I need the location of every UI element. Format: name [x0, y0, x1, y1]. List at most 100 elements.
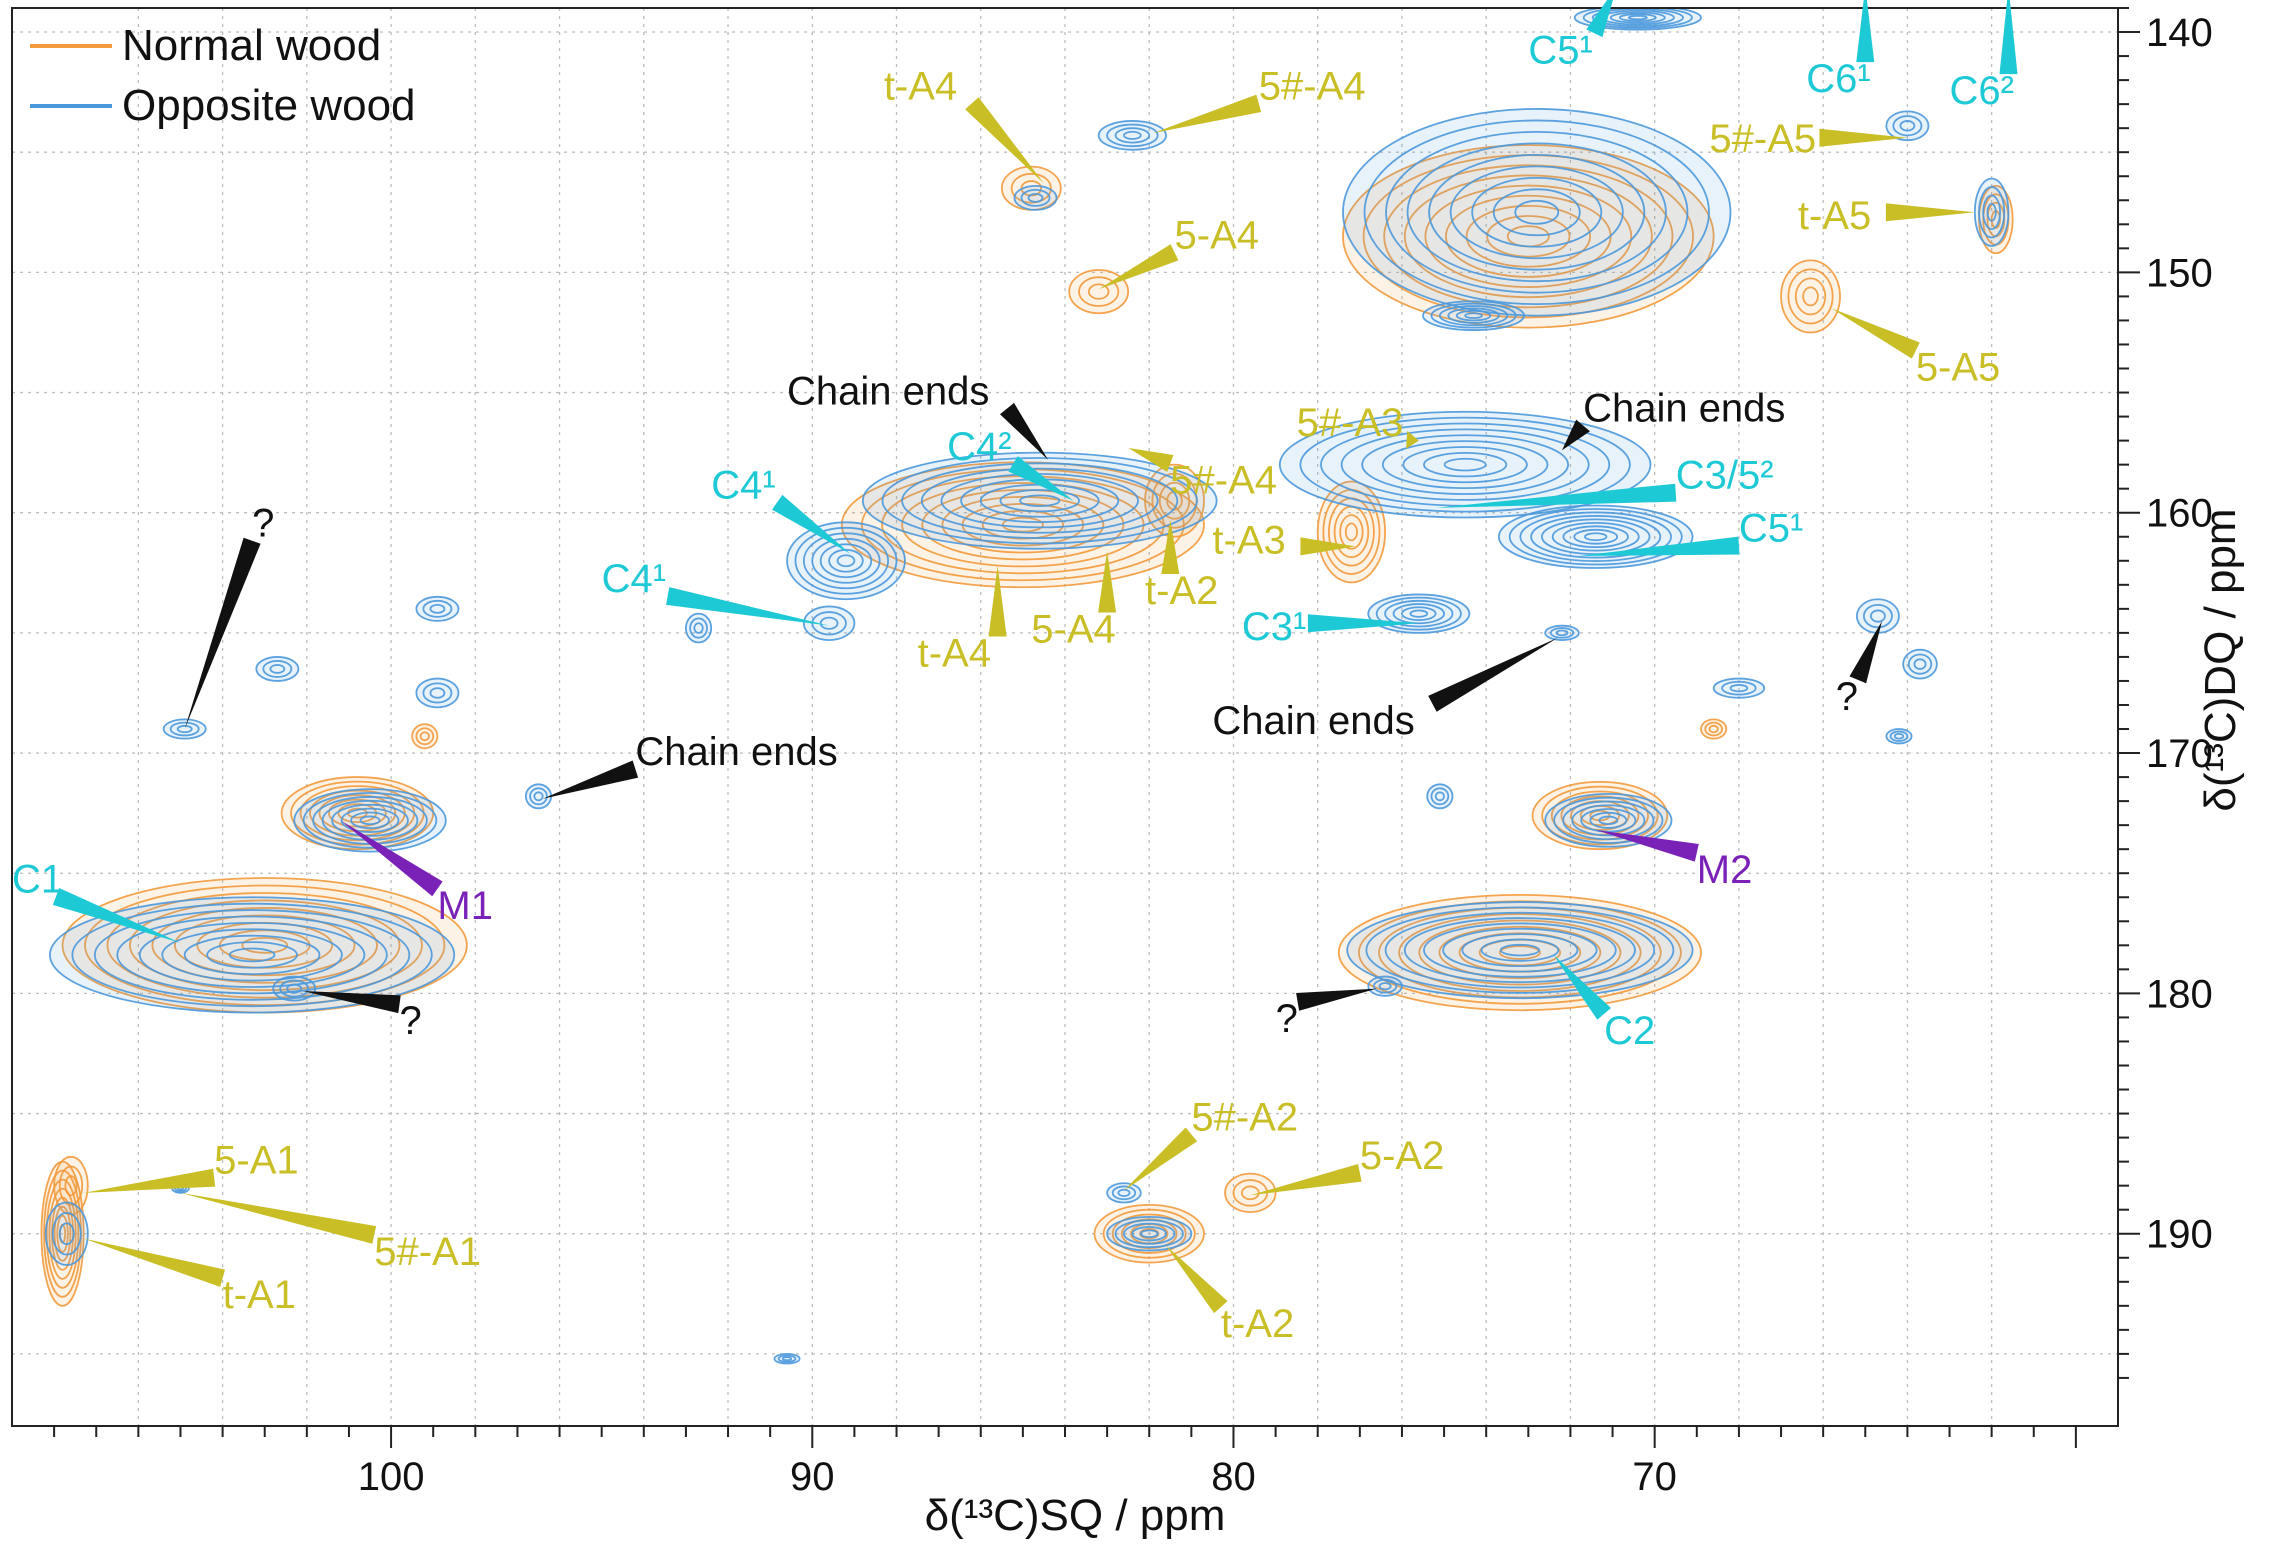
- contour-peak-opposite-wood: [1497, 504, 1694, 569]
- contour-level: [1123, 130, 1142, 140]
- annotation-t-a1: t-A1: [83, 1238, 296, 1317]
- contour-level: [1464, 312, 1483, 319]
- annotation-label: 5#-A2: [1191, 1095, 1298, 1139]
- annotation-pointer: [1819, 128, 1908, 147]
- contour-level: [415, 727, 435, 746]
- annotation-5-a5: 5-A5: [1831, 308, 2000, 390]
- contour-level: [1278, 410, 1652, 519]
- annotation-pointer: [965, 97, 1044, 184]
- contour-level: [1337, 893, 1702, 1012]
- contour-level: [302, 792, 438, 849]
- annotation-c1: C1: [12, 857, 181, 943]
- annotation-q-mid-low: ?: [1276, 988, 1377, 1041]
- contour-level: [1802, 286, 1819, 307]
- contour-level: [1093, 1203, 1205, 1264]
- contour-level: [777, 1354, 797, 1363]
- annotation-label: 5#-A4: [1259, 64, 1366, 108]
- contour-level: [1449, 165, 1624, 260]
- contour-level: [861, 451, 1218, 550]
- contour-level: [1907, 653, 1933, 675]
- annotation-pointer: [52, 888, 181, 943]
- annotation-t-a2-low: t-A2: [1166, 1245, 1294, 1346]
- contour-level: [1418, 919, 1622, 986]
- annotation-c31: C3¹: [1242, 605, 1419, 649]
- x-axis-title: δ(¹³C)SQ / ppm: [925, 1491, 1226, 1540]
- contour-level: [1430, 787, 1450, 806]
- contour-level: [1027, 192, 1044, 203]
- annotation-m1: M1: [340, 820, 493, 928]
- contour-level: [1562, 525, 1629, 549]
- annotation-label: Chain ends: [635, 730, 837, 774]
- annotation-c51-mid: C5¹: [1578, 507, 1803, 556]
- contour-peak-opposite-wood: [415, 595, 460, 622]
- contour-peak-opposite-wood: [293, 788, 447, 853]
- contour-level: [1862, 603, 1893, 629]
- contour-level: [1499, 943, 1540, 957]
- annotation-label: 5#-A5: [1709, 117, 1816, 161]
- annotation-5h-a2: 5#-A2: [1123, 1095, 1298, 1191]
- peak-annotations: XgX4XgX5C5²C5¹C6¹C6²t-A45#-A45-A45#-A5t-…: [12, 0, 2018, 1346]
- contour-peak-normal-wood: [61, 877, 468, 1014]
- annotation-t-a4-mid: t-A4: [918, 565, 1007, 676]
- annotation-5h-a5: 5#-A5: [1709, 117, 1908, 161]
- contour-level: [921, 489, 1125, 561]
- contour-peak-opposite-wood: [685, 612, 713, 644]
- contour-level: [350, 811, 390, 830]
- contour-level: [1530, 515, 1662, 559]
- contour-level: [1106, 1216, 1193, 1252]
- annotation-chain-ends-1: Chain ends: [787, 370, 1049, 460]
- annotation-label: t-A3: [1212, 519, 1285, 563]
- contour-level: [44, 1201, 89, 1266]
- annotation-label: 5-A2: [1360, 1134, 1445, 1178]
- y-tick-label: 190: [2146, 1213, 2213, 1257]
- contour-level: [1378, 982, 1392, 991]
- contour-level: [64, 1175, 78, 1197]
- contour-level: [51, 1211, 82, 1256]
- contour-peak-opposite-wood: [415, 677, 460, 709]
- contour-level: [138, 921, 366, 988]
- contour-level: [1299, 416, 1631, 513]
- contour-level: [1913, 658, 1927, 670]
- contour-level: [1708, 724, 1719, 734]
- contour-level: [1384, 911, 1656, 989]
- contour-level: [1553, 796, 1664, 844]
- annotation-c42: C4²: [947, 425, 1074, 501]
- contour-peak-opposite-wood: [1885, 110, 1930, 142]
- annotation-pointer: [1128, 447, 1174, 472]
- contour-level: [1465, 204, 1591, 268]
- annotation-label: 5-A1: [214, 1139, 299, 1183]
- y-axis-title: δ(¹³C)DQ / ppm: [2196, 508, 2245, 811]
- annotation-c62: C6²: [1950, 0, 2018, 113]
- annotation-pointer: [1856, 0, 1875, 63]
- contour-peak-opposite-wood: [1346, 901, 1694, 1000]
- contour-peak-opposite-wood: [49, 896, 456, 1014]
- annotation-5-a4-top: 5-A4: [1098, 213, 1259, 290]
- contour-peak-opposite-wood: [1106, 1216, 1193, 1252]
- contour-level: [58, 1222, 75, 1246]
- contour-level: [1471, 176, 1603, 248]
- annotation-label: 5#-A1: [374, 1230, 481, 1274]
- contour-level: [794, 526, 898, 595]
- contour-level: [293, 788, 447, 853]
- contour-level: [1787, 268, 1834, 325]
- contour-level: [1361, 434, 1570, 495]
- y-tick-label: 160: [2146, 492, 2213, 536]
- contour-level: [1428, 153, 1646, 271]
- contour-peak-opposite-wood: [861, 451, 1218, 550]
- contour-peak-opposite-wood: [1855, 598, 1900, 634]
- contour-level: [1114, 127, 1151, 144]
- contour-level: [1455, 309, 1492, 322]
- annotation-chain-ends-3: Chain ends: [542, 730, 838, 799]
- annotation-label: C4²: [947, 425, 1011, 469]
- contour-peaks: [40, 8, 2014, 1365]
- contour-level: [781, 1356, 793, 1362]
- contour-level: [286, 983, 303, 994]
- contour-level: [1591, 8, 1684, 28]
- contour-level: [1020, 188, 1051, 207]
- contour-level: [1403, 174, 1653, 299]
- contour-level: [359, 815, 381, 826]
- contour-level: [529, 787, 548, 806]
- contour-level: [881, 457, 1198, 545]
- annotation-5h-a3: 5#-A3: [1297, 401, 1419, 449]
- annotation-pointer: [1166, 1245, 1228, 1314]
